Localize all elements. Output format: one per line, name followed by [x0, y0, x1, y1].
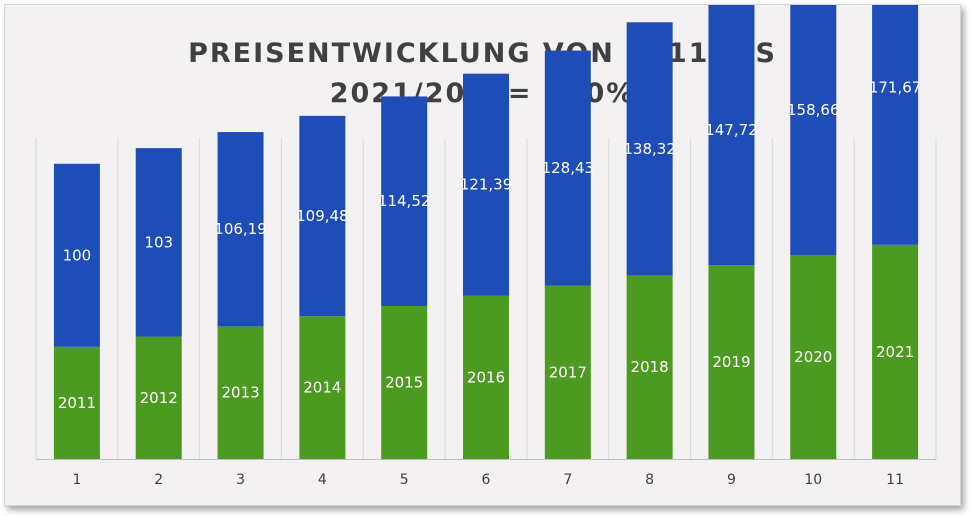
bar-segment-year — [708, 265, 755, 459]
bar-segment-index — [135, 148, 182, 337]
data-label-year: 2015 — [385, 374, 423, 392]
bar-segment-year — [381, 306, 428, 459]
data-label-year: 2018 — [631, 358, 669, 376]
x-tick-label: 7 — [563, 472, 572, 488]
bar-segment-year — [53, 346, 100, 459]
x-tick-label: 5 — [400, 472, 409, 488]
data-label-index: 171,67 — [869, 79, 922, 97]
bar-segment-year — [463, 295, 509, 459]
data-label-year: 2019 — [712, 353, 750, 371]
data-label-index: 158,66 — [787, 101, 840, 119]
data-label-index: 106,19 — [214, 220, 267, 238]
data-label-year: 2012 — [140, 389, 178, 407]
bar-segment-year — [790, 255, 837, 459]
data-label-index: 138,32 — [623, 140, 676, 158]
data-label-year: 2017 — [549, 363, 587, 381]
data-label-index: 128,43 — [542, 159, 595, 177]
bar-segment-index — [708, 5, 755, 266]
data-label-year: 2016 — [467, 368, 505, 386]
bar-segment-year — [217, 326, 264, 459]
bar-segment-year — [872, 244, 919, 459]
data-label-year: 2013 — [221, 384, 259, 402]
x-tick-label: 3 — [236, 472, 245, 488]
bar-segment-index — [626, 22, 673, 276]
bar-segment-index — [790, 5, 837, 256]
bar-segment-index — [381, 96, 428, 306]
bar-segment-year — [299, 316, 346, 459]
data-label-year: 2014 — [303, 379, 341, 397]
bar-segment-index — [872, 5, 919, 245]
plot-area: 2011 100 1 2012 103 2 2013 106,19 3 2014 109,48 4 20… — [35, 5, 937, 488]
chart-area: PREISENTWICKLUNG VON 2011 BIS 2021/2011=… — [4, 4, 961, 506]
x-tick-label: 8 — [645, 472, 654, 488]
bar-segment-year — [544, 285, 591, 459]
data-label-index: 100 — [63, 246, 92, 264]
data-label-index: 103 — [144, 233, 173, 251]
bar-segment-index — [53, 163, 100, 347]
data-label-index: 109,48 — [296, 207, 349, 225]
chart-title-line-1: PREISENTWICKLUNG VON 2011 BIS — [188, 38, 777, 69]
data-label-year: 2020 — [794, 348, 832, 366]
bar-segment-year — [626, 275, 673, 459]
x-tick-label: 9 — [727, 472, 736, 488]
data-label-index: 121,39 — [460, 176, 513, 194]
bar-segment-index — [217, 132, 264, 327]
x-tick-label: 4 — [318, 472, 327, 488]
data-label-index: 114,52 — [378, 192, 431, 210]
bar-segment-index — [463, 73, 509, 296]
x-tick-label: 6 — [482, 472, 491, 488]
bar-segment-year — [135, 336, 182, 459]
bar-segment-index — [544, 50, 591, 286]
data-label-year: 2011 — [58, 394, 96, 412]
data-label-year: 2021 — [876, 343, 914, 361]
x-tick-label: 11 — [886, 472, 904, 488]
x-tick-label: 2 — [154, 472, 163, 488]
x-tick-label: 10 — [804, 472, 822, 488]
x-tick-label: 1 — [72, 472, 81, 488]
data-label-index: 147,72 — [705, 121, 758, 139]
bar-segment-index — [299, 115, 346, 317]
